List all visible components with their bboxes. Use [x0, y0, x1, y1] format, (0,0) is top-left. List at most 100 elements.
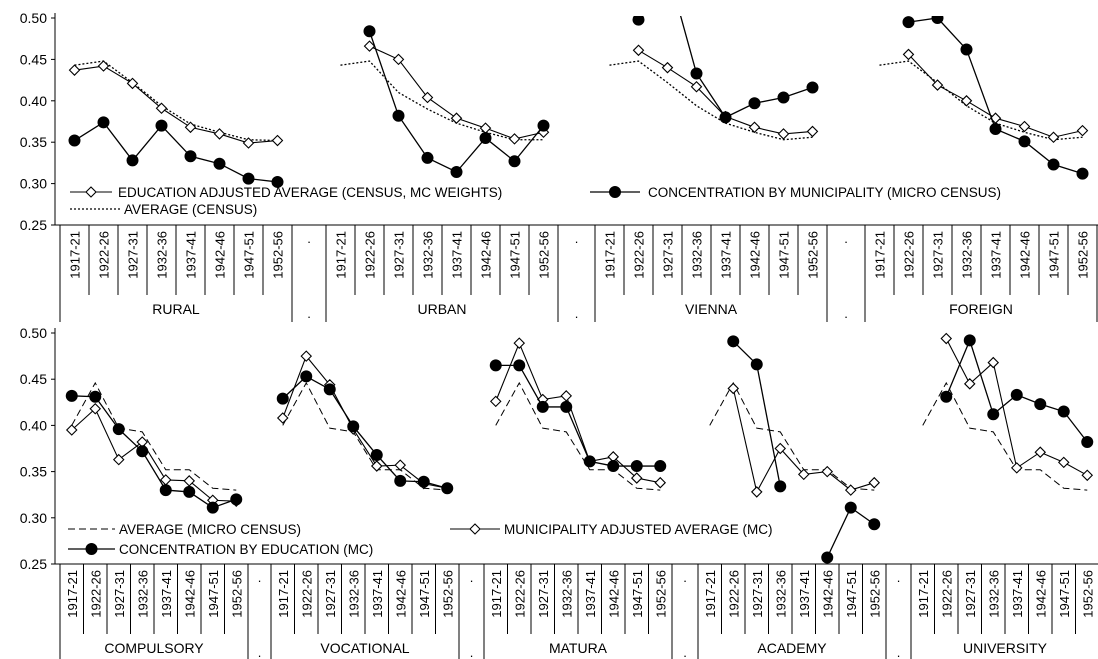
series-line-avg [282, 381, 448, 491]
period-tick-label: 1942-46 [479, 231, 494, 279]
period-tick-label: 1917-21 [68, 231, 83, 279]
separator-dot: . [844, 306, 848, 321]
data-point-conc [513, 359, 526, 372]
legend-label: AVERAGE (MICRO CENSUS) [119, 522, 301, 537]
period-tick-label: 1947-51 [417, 570, 432, 618]
data-point-conc [347, 420, 360, 433]
group-label: COMPULSORY [104, 640, 204, 656]
data-point-muni_adj [868, 476, 881, 489]
data-point-edu_adj [931, 79, 944, 91]
period-tick-label: 1937-41 [1010, 570, 1025, 618]
data-point-muni_adj [183, 475, 196, 487]
period-tick-label: 1922-26 [512, 570, 527, 618]
data-point-conc [489, 359, 502, 372]
period-tick-label: 1927-31 [323, 570, 338, 618]
period-tick-label: 1952-56 [537, 231, 552, 279]
data-point-muni_adj [940, 332, 953, 345]
data-point-edu_adj [1018, 120, 1031, 133]
group-label: URBAN [417, 301, 466, 317]
period-tick-label: 1942-46 [748, 231, 763, 279]
period-tick-label: 1952-56 [653, 570, 668, 618]
data-point-edu_adj [68, 64, 81, 76]
separator-dot: . [307, 231, 311, 246]
data-point-conc [184, 150, 197, 163]
data-point-edu_adj [1047, 131, 1060, 144]
data-point-edu_adj [902, 48, 915, 61]
period-tick-label: 1937-41 [370, 570, 385, 618]
period-tick-label: 1917-21 [703, 570, 718, 618]
y-tick-label: 0.30 [20, 510, 47, 526]
period-tick-label: 1952-56 [867, 570, 882, 618]
data-point-conc [560, 400, 573, 413]
data-point-muni_adj [774, 442, 787, 455]
series-line-avg [71, 381, 237, 491]
period-tick-label: 1947-51 [508, 231, 523, 279]
data-point-conc [940, 390, 953, 403]
period-tick-label: 1947-51 [206, 570, 221, 618]
period-tick-label: 1947-51 [630, 570, 645, 618]
legend-label: CONCENTRATION BY EDUCATION (MC) [119, 542, 373, 557]
period-tick-label: 1932-36 [559, 570, 574, 618]
data-point-conc [654, 460, 667, 473]
data-point-muni_adj [300, 350, 313, 362]
data-point-conc [902, 16, 915, 29]
period-tick-label: 1937-41 [450, 231, 465, 279]
data-point-muni_adj [513, 337, 526, 349]
data-point-edu_adj [508, 133, 521, 145]
data-point-muni_adj [987, 356, 1000, 369]
data-point-muni_adj [394, 459, 407, 471]
separator-dot: . [897, 570, 901, 585]
series-layer [65, 332, 1094, 564]
series-line-edu_adj [74, 65, 278, 144]
separator-dot: . [897, 645, 901, 659]
period-tick-label: 1927-31 [126, 231, 141, 279]
period-tick-label: 1932-36 [135, 570, 150, 618]
period-tick-label: 1927-31 [750, 570, 765, 618]
data-point-conc [230, 493, 243, 506]
data-point-conc [632, 16, 645, 26]
data-point-muni_adj [65, 424, 78, 436]
period-tick-label: 1932-36 [155, 231, 170, 279]
y-tick-label: 0.25 [20, 556, 47, 572]
data-point-conc [450, 166, 463, 179]
data-point-muni_adj [560, 390, 573, 402]
period-tick-label: 1917-21 [873, 231, 888, 279]
group-label: UNIVERSITY [963, 640, 1048, 656]
data-point-conc [774, 480, 787, 493]
period-tick-label: 1922-26 [726, 570, 741, 618]
period-tick-label: 1922-26 [363, 231, 378, 279]
data-point-muni_adj [797, 468, 810, 481]
data-point-conc [607, 460, 620, 473]
period-tick-label: 1922-26 [939, 570, 954, 618]
data-point-edu_adj [748, 121, 761, 134]
y-tick-label: 0.45 [20, 371, 47, 387]
data-point-conc [300, 370, 313, 383]
separator-dot: . [470, 570, 474, 585]
data-point-conc [323, 383, 336, 396]
legend-label: EDUCATION ADJUSTED AVERAGE (CENSUS, MC W… [118, 185, 502, 200]
period-tick-label: 1952-56 [1080, 570, 1095, 618]
separator-dot: . [258, 645, 262, 659]
period-tick-label: 1942-46 [820, 570, 835, 618]
period-tick-label: 1937-41 [797, 570, 812, 618]
period-tick-label: 1932-36 [421, 231, 436, 279]
period-tick-label: 1937-41 [583, 570, 598, 618]
data-point-muni_adj [370, 460, 383, 472]
data-point-conc [136, 445, 149, 458]
data-point-conc [750, 358, 763, 371]
period-tick-label: 1917-21 [65, 570, 80, 618]
data-point-conc [536, 400, 549, 413]
period-tick-label: 1942-46 [1018, 231, 1033, 279]
data-point-muni_adj [844, 484, 857, 496]
legend-marker-muni_adj [469, 523, 481, 535]
data-point-conc [68, 134, 81, 147]
data-point-muni_adj [750, 486, 763, 498]
data-point-muni_adj [89, 402, 102, 415]
series-line-avg [709, 381, 875, 491]
data-point-edu_adj [777, 128, 790, 140]
data-point-edu_adj [421, 91, 434, 104]
period-tick-label: 1932-36 [690, 231, 705, 279]
data-point-conc [583, 455, 596, 468]
period-tick-label: 1947-51 [844, 570, 859, 618]
period-tick-label: 1927-31 [963, 570, 978, 618]
